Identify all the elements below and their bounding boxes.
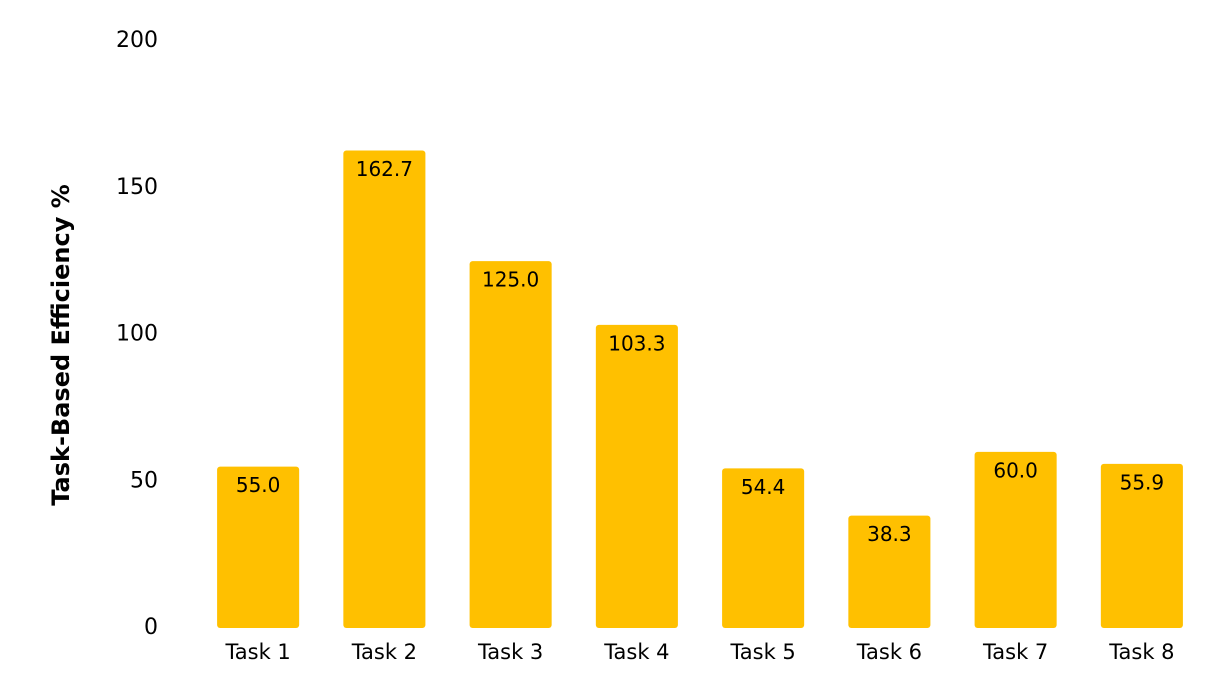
bar <box>469 261 552 628</box>
bar <box>595 324 678 628</box>
x-tick-label: Task 4 <box>603 640 669 664</box>
y-axis-ticks: 0 50 100 150 200 <box>116 28 158 640</box>
data-label: 60.0 <box>993 458 1038 482</box>
x-axis-labels: Task 1 Task 2 Task 3 Task 4 Task 5 Task 6 Task… <box>224 640 1174 664</box>
data-label: 103.3 <box>608 331 665 355</box>
x-tick-label: Task 5 <box>729 640 795 664</box>
y-tick-label: 100 <box>116 322 158 347</box>
bar <box>217 466 300 628</box>
x-tick-label: Task 3 <box>477 640 543 664</box>
bar <box>343 150 426 628</box>
bar <box>848 515 931 628</box>
data-label: 55.0 <box>236 473 281 497</box>
data-label: 55.9 <box>1120 470 1165 494</box>
x-tick-label: Task 1 <box>224 640 290 664</box>
y-tick-label: 150 <box>116 175 158 200</box>
bar <box>722 468 805 628</box>
y-axis-title: Task-Based Efficiency % <box>47 184 75 506</box>
bar <box>1100 463 1183 628</box>
x-tick-label: Task 8 <box>1108 640 1174 664</box>
data-label: 38.3 <box>867 522 912 546</box>
data-label: 125.0 <box>482 268 539 292</box>
data-label: 54.4 <box>741 475 786 499</box>
y-tick-label: 200 <box>116 28 158 53</box>
x-tick-label: Task 7 <box>982 640 1048 664</box>
y-tick-label: 0 <box>144 615 158 640</box>
x-tick-label: Task 6 <box>856 640 922 664</box>
y-tick-label: 50 <box>130 468 158 493</box>
bars <box>217 150 1183 628</box>
value-labels: 55.0 162.7 125.0 103.3 54.4 38.3 60.0 55.9 <box>236 157 1164 546</box>
data-label: 162.7 <box>356 157 413 181</box>
x-tick-label: Task 2 <box>351 640 417 664</box>
bar <box>974 451 1057 628</box>
